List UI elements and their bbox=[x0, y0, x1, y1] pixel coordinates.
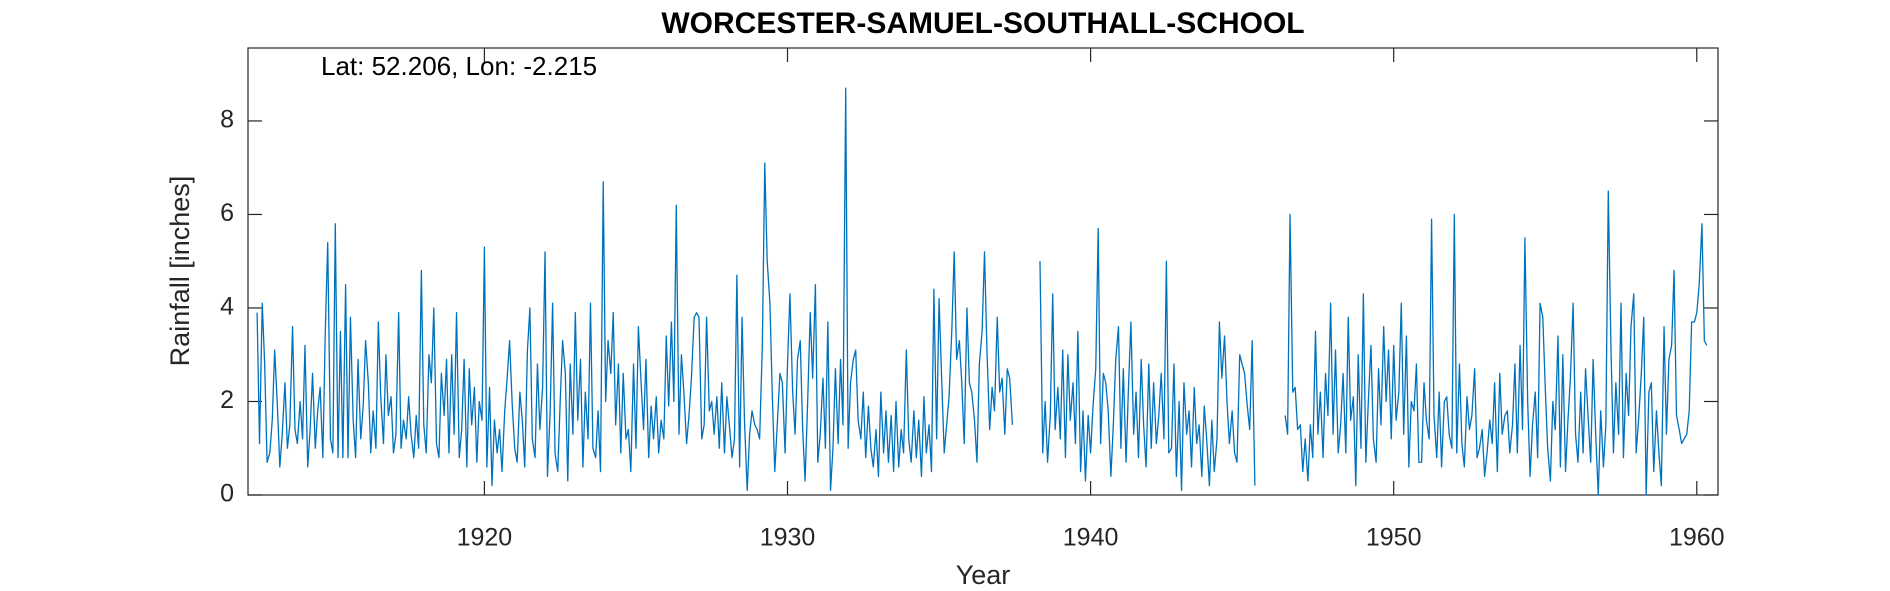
x-tick-label: 1920 bbox=[457, 524, 513, 552]
annotation: Lat: 52.206, Lon: -2.215 bbox=[321, 51, 597, 81]
chart-title: WORCESTER-SAMUEL-SOUTHALL-SCHOOL bbox=[661, 7, 1304, 40]
x-tick-label: 1950 bbox=[1366, 524, 1422, 552]
y-tick-label: 6 bbox=[220, 199, 234, 227]
rainfall-line bbox=[256, 87, 1708, 496]
y-tick-label: 2 bbox=[220, 386, 234, 414]
y-tick-label: 0 bbox=[220, 480, 234, 508]
x-axis-label: Year bbox=[956, 560, 1011, 590]
plot-area bbox=[247, 47, 1719, 496]
x-tick-label: 1940 bbox=[1063, 524, 1119, 552]
y-tick-label: 4 bbox=[220, 293, 234, 321]
x-tick-label: 1960 bbox=[1669, 524, 1725, 552]
y-axis-label: Rainfall [inches] bbox=[165, 176, 195, 367]
y-tick-label: 8 bbox=[220, 106, 234, 134]
x-tick-label: 1930 bbox=[760, 524, 816, 552]
